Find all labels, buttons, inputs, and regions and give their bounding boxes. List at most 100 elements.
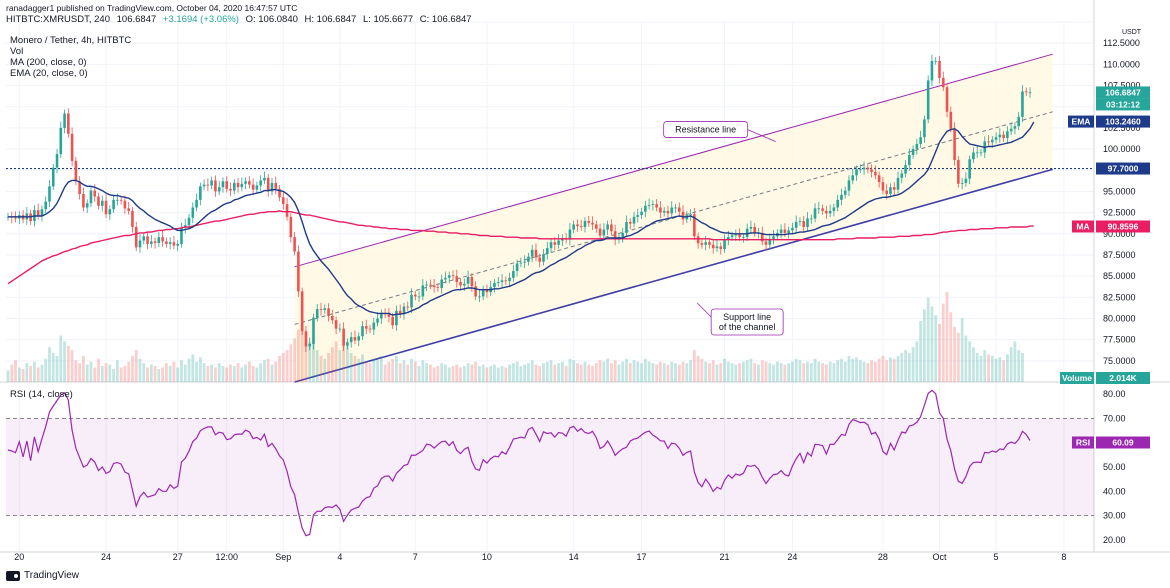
candle-body bbox=[783, 229, 787, 233]
volume-bar bbox=[760, 360, 764, 382]
candle-body bbox=[146, 236, 149, 244]
volume-bar bbox=[180, 360, 183, 382]
candle-body bbox=[817, 208, 821, 210]
volume-bar bbox=[723, 358, 726, 382]
candle-body bbox=[941, 77, 945, 88]
candle-body bbox=[968, 159, 971, 179]
price-tick-label: 100.0000 bbox=[1103, 144, 1141, 154]
volume-bar bbox=[447, 367, 451, 382]
volume-bar bbox=[104, 363, 108, 382]
price-tick-label: 95.0000 bbox=[1103, 186, 1136, 196]
price-tick-label: 75.0000 bbox=[1103, 356, 1136, 366]
volume-bar bbox=[183, 364, 187, 382]
candle-body bbox=[689, 214, 692, 216]
volume-bar bbox=[489, 366, 493, 382]
candle-body bbox=[862, 167, 866, 170]
candle-body bbox=[674, 207, 677, 209]
volume-bar bbox=[187, 358, 191, 382]
annotations[interactable]: Resistance line Support line of the channe… bbox=[663, 121, 784, 336]
rsi-tick-label: 70.00 bbox=[1103, 413, 1126, 423]
volume-bar bbox=[123, 366, 127, 382]
candle-body bbox=[225, 181, 229, 189]
candle-body bbox=[791, 227, 794, 231]
candle-body bbox=[926, 80, 930, 120]
candle-body bbox=[519, 262, 523, 264]
candle-body bbox=[644, 205, 647, 212]
candle-body bbox=[463, 283, 466, 286]
candle-body bbox=[904, 165, 907, 174]
volume-bar bbox=[285, 350, 289, 382]
candle-body bbox=[625, 221, 628, 233]
volume-bar bbox=[485, 367, 489, 382]
volume-bar bbox=[157, 368, 161, 382]
volume-bars bbox=[6, 292, 1024, 382]
candle-body bbox=[745, 228, 749, 238]
candle-body bbox=[621, 232, 625, 238]
candle-body bbox=[998, 134, 1002, 138]
candle-body bbox=[670, 207, 674, 214]
volume-bar bbox=[794, 358, 798, 382]
ema-name-tag-text: EMA bbox=[1072, 117, 1091, 127]
volume-bar bbox=[164, 363, 168, 382]
publish-line: ranadagger1 published on TradingView.com… bbox=[6, 3, 301, 13]
candle-body bbox=[100, 200, 104, 206]
volume-bar bbox=[391, 358, 395, 382]
volume-bar bbox=[809, 363, 813, 382]
volume-bar bbox=[63, 341, 66, 382]
candle-body bbox=[911, 149, 915, 155]
price-tags: 106.6847 03:12:12 103.2460 EMA 97.7000 90.859… bbox=[1060, 86, 1150, 449]
candle-body bbox=[960, 182, 964, 184]
candle-body bbox=[372, 322, 376, 330]
volume-bar bbox=[625, 358, 628, 382]
level-value-tag-bg bbox=[1096, 162, 1150, 175]
time-tick-label: Sep bbox=[275, 552, 291, 562]
support-callout-line: of the channel bbox=[719, 322, 776, 332]
candle-body bbox=[610, 224, 613, 232]
volume-bar bbox=[870, 360, 874, 382]
volume-bar bbox=[481, 364, 485, 382]
candle-body bbox=[809, 218, 813, 220]
volume-bar bbox=[587, 364, 591, 382]
volume-bar bbox=[500, 366, 504, 382]
candle-body bbox=[270, 182, 274, 192]
candle-body bbox=[364, 326, 368, 329]
volume-bar bbox=[346, 344, 349, 382]
candle-body bbox=[150, 241, 153, 244]
volume-bar bbox=[640, 363, 643, 382]
volume-bar bbox=[214, 367, 217, 382]
volume-bar bbox=[93, 367, 97, 382]
candle-body bbox=[542, 254, 545, 262]
volume-bar bbox=[677, 364, 681, 382]
volume-bar bbox=[474, 361, 478, 382]
rsi-pane bbox=[6, 389, 1094, 537]
volume-bar bbox=[413, 361, 417, 382]
candle-body bbox=[255, 185, 259, 190]
ema-value-tag-text: 103.2460 bbox=[1105, 117, 1141, 127]
candle-body bbox=[451, 275, 455, 277]
rsi-legend: RSI (14, close) bbox=[10, 389, 73, 400]
volume-bar bbox=[892, 358, 896, 382]
candle-body bbox=[266, 177, 270, 192]
volume-bar bbox=[553, 364, 557, 382]
volume-bar bbox=[632, 360, 636, 382]
volume-bar bbox=[66, 345, 70, 382]
candle-body bbox=[481, 289, 485, 297]
candle-body bbox=[413, 294, 417, 297]
candle-body bbox=[500, 280, 504, 283]
volume-bar bbox=[115, 360, 119, 382]
candle-body bbox=[210, 180, 213, 186]
candle-body bbox=[214, 180, 217, 192]
volume-bar bbox=[168, 366, 172, 382]
candle-body bbox=[387, 314, 391, 317]
volume-bar bbox=[108, 364, 112, 382]
volume-bar bbox=[564, 366, 568, 382]
candle-body bbox=[119, 199, 123, 201]
volume-bar bbox=[779, 363, 783, 382]
volume-bar bbox=[606, 358, 610, 382]
price-tick-label: 112.5000 bbox=[1103, 38, 1140, 48]
candle-body bbox=[964, 178, 968, 183]
candle-body bbox=[459, 282, 462, 286]
candle-body bbox=[59, 127, 63, 155]
volume-bar bbox=[572, 360, 576, 382]
